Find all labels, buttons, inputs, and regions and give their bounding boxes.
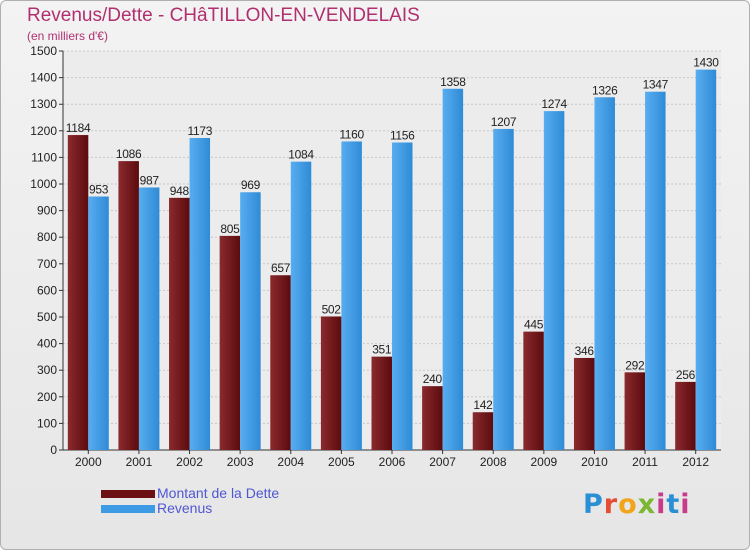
data-label: 805 — [220, 222, 240, 236]
x-tick-label: 2001 — [126, 455, 153, 469]
data-label: 142 — [473, 398, 493, 412]
y-tick-label: 600 — [37, 283, 57, 297]
legend-label-dette: Montant de la Dette — [157, 485, 280, 501]
data-label: 1086 — [116, 147, 142, 161]
y-tick-label: 800 — [37, 230, 57, 244]
x-tick-label: 2000 — [75, 455, 102, 469]
bar-revenus — [645, 91, 666, 450]
chart-subtitle: (en milliers d'€) — [27, 29, 108, 43]
bar-dette — [472, 412, 494, 450]
y-tick-label: 1200 — [30, 124, 57, 138]
x-tick-label: 2012 — [682, 455, 709, 469]
legend-swatch-revenus — [101, 504, 155, 513]
bar-dette — [573, 357, 595, 450]
bar-revenus — [88, 196, 109, 450]
bar-revenus — [442, 88, 464, 450]
data-label: 1156 — [390, 129, 415, 143]
x-tick-label: 2009 — [530, 455, 557, 469]
data-label: 346 — [575, 344, 595, 358]
data-label: 502 — [322, 302, 342, 316]
data-label: 1274 — [541, 97, 567, 111]
bar-revenus — [290, 161, 312, 450]
bar-revenus — [695, 69, 717, 451]
data-label: 1207 — [491, 115, 517, 129]
x-tick-label: 2006 — [379, 455, 406, 469]
y-tick-label: 1300 — [30, 97, 57, 111]
y-tick-label: 400 — [37, 337, 57, 351]
data-label: 1430 — [693, 56, 719, 70]
bar-revenus — [138, 187, 160, 450]
bar-dette — [624, 372, 646, 450]
x-tick-label: 2005 — [328, 455, 355, 469]
x-tick-label: 2011 — [632, 455, 658, 469]
y-tick-label: 1500 — [30, 44, 57, 58]
data-label: 256 — [676, 368, 696, 382]
data-label: 987 — [140, 173, 160, 187]
data-label: 948 — [170, 184, 190, 198]
legend-swatch-dette — [101, 489, 155, 498]
x-tick-label: 2002 — [176, 455, 203, 469]
x-tick-label: 2010 — [581, 455, 608, 469]
legend-item-revenus: Revenus — [101, 501, 279, 516]
bar-revenus — [493, 128, 514, 451]
bar-dette — [320, 316, 342, 450]
bar-revenus — [594, 97, 615, 450]
y-tick-label: 1400 — [30, 71, 57, 85]
x-tick-label: 2007 — [429, 455, 456, 469]
bar-dette — [67, 135, 89, 450]
bar-dette — [675, 381, 696, 450]
data-label: 240 — [423, 372, 443, 386]
y-tick-label: 1000 — [30, 177, 57, 191]
bar-dette — [371, 356, 392, 450]
bar-revenus — [392, 142, 413, 450]
data-label: 1347 — [643, 78, 669, 92]
data-label: 1084 — [288, 148, 314, 162]
y-tick-label: 900 — [37, 204, 57, 218]
data-label: 1358 — [440, 75, 466, 89]
data-label: 351 — [372, 343, 392, 357]
bar-dette — [270, 275, 291, 450]
bar-revenus — [341, 141, 362, 450]
x-tick-label: 2008 — [480, 455, 507, 469]
data-label: 1184 — [66, 121, 91, 135]
data-label: 953 — [89, 183, 109, 197]
data-label: 1326 — [592, 83, 618, 97]
chart-title: Revenus/Dette - CHâTILLON-EN-VENDELAIS — [27, 5, 420, 26]
y-tick-label: 500 — [37, 310, 57, 324]
y-tick-label: 300 — [37, 363, 57, 377]
x-tick-label: 2003 — [227, 455, 254, 469]
bar-dette — [169, 197, 190, 450]
bar-dette — [118, 161, 139, 450]
y-tick-label: 100 — [37, 416, 57, 430]
data-label: 445 — [524, 318, 544, 332]
data-label: 657 — [271, 261, 291, 275]
legend-label-revenus: Revenus — [157, 500, 213, 516]
legend: Montant de la Dette Revenus — [101, 486, 279, 516]
x-tick-label: 2004 — [277, 455, 304, 469]
bar-revenus — [543, 111, 565, 450]
data-label: 292 — [625, 358, 645, 372]
data-label: 969 — [241, 178, 261, 192]
bar-revenus — [189, 137, 211, 450]
data-label: 1173 — [187, 124, 212, 138]
bar-revenus — [240, 192, 261, 450]
bar-dette — [422, 386, 443, 450]
bar-dette — [219, 235, 241, 450]
y-tick-label: 0 — [50, 443, 57, 457]
y-tick-label: 200 — [37, 390, 57, 404]
proxiti-logo: Proxiti — [583, 489, 691, 520]
y-tick-label: 1100 — [31, 150, 57, 164]
bar-dette — [523, 331, 544, 450]
data-label: 1160 — [339, 127, 364, 141]
y-tick-label: 700 — [37, 257, 57, 271]
legend-item-dette: Montant de la Dette — [101, 486, 279, 501]
